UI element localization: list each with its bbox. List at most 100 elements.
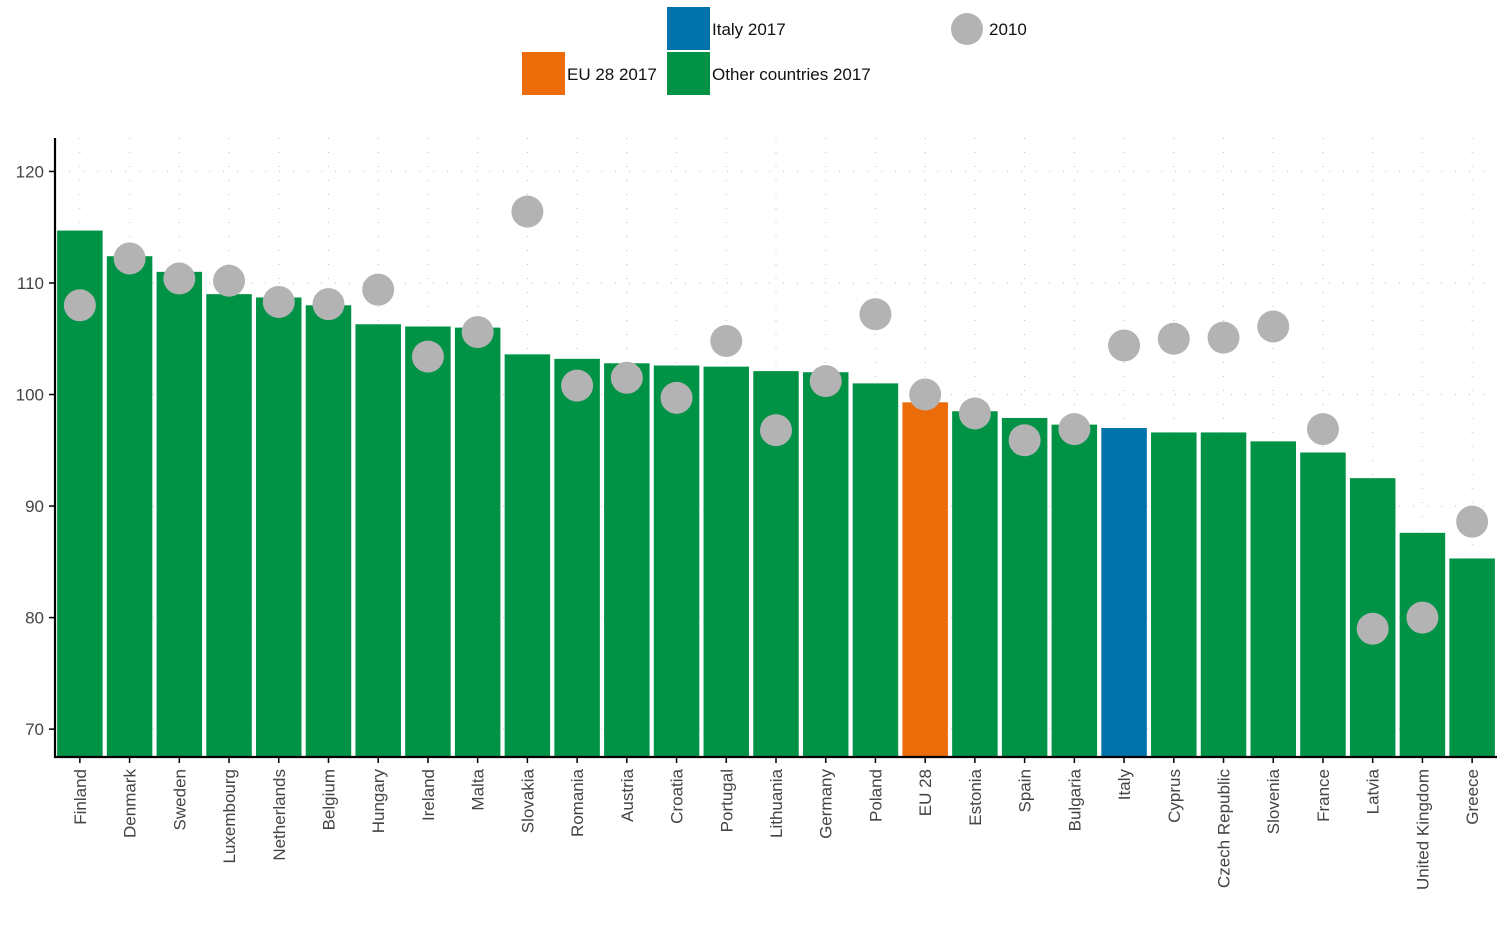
- bar-2017: [405, 326, 451, 757]
- bar-2017: [1250, 441, 1296, 757]
- bar-2017: [1200, 432, 1247, 757]
- category-label: Belgium: [319, 769, 338, 830]
- bar-2017: [1449, 558, 1495, 757]
- point-2010: [1306, 413, 1339, 446]
- point-2010: [561, 369, 594, 402]
- bar-2017: [1300, 452, 1346, 757]
- category-label: Spain: [1016, 769, 1035, 812]
- point-2010: [909, 378, 942, 411]
- category-label: Greece: [1463, 769, 1482, 825]
- category-label: Austria: [618, 768, 637, 821]
- point-2010: [1257, 310, 1290, 343]
- y-tick-labels: 70 80 90 100 110 120: [16, 162, 44, 739]
- category-label: Romania: [568, 768, 587, 837]
- category-label: Luxembourg: [220, 769, 239, 864]
- category-label: Hungary: [369, 769, 388, 834]
- point-2010: [362, 273, 395, 306]
- bar-2017: [653, 365, 700, 757]
- category-label: Slovakia: [518, 768, 537, 833]
- category-label: United Kingdom: [1413, 769, 1432, 890]
- axes-layer: [49, 138, 1497, 763]
- category-label: Slovenia: [1264, 768, 1283, 834]
- point-2010: [213, 264, 246, 297]
- bar-2017: [604, 363, 650, 757]
- bar-2017: [355, 324, 401, 757]
- y-tick-label: 120: [16, 162, 44, 181]
- bars-layer: [57, 230, 1495, 757]
- point-2010: [411, 340, 444, 373]
- bar-2017: [852, 383, 899, 757]
- category-label: Lithuania: [767, 768, 786, 838]
- x-tick-labels: Finland Denmark Sweden Luxembourg Netherland…: [71, 768, 1482, 890]
- point-2010: [262, 285, 295, 318]
- bar-2017: [206, 294, 252, 757]
- category-label: Croatia: [668, 768, 687, 823]
- category-label: Poland: [866, 769, 885, 822]
- category-label: Latvia: [1364, 768, 1383, 814]
- bar-2017: [106, 256, 153, 757]
- point-2010: [610, 361, 643, 394]
- point-2010: [1058, 413, 1091, 446]
- y-tick-label: 70: [25, 720, 44, 739]
- category-label: Finland: [71, 769, 90, 825]
- y-tick-label: 90: [25, 497, 44, 516]
- point-2010: [163, 262, 196, 295]
- bar-2017: [156, 271, 203, 757]
- dots-layer: [63, 195, 1489, 645]
- category-label: Cyprus: [1165, 769, 1184, 823]
- category-label: Portugal: [717, 769, 736, 832]
- category-label: Sweden: [170, 769, 189, 830]
- point-2010: [1356, 612, 1389, 645]
- bar-2017: [554, 358, 600, 757]
- bar-2017: [1101, 427, 1147, 757]
- bar-2017: [305, 305, 352, 757]
- category-label: Italy: [1115, 769, 1134, 801]
- point-2010: [760, 414, 792, 447]
- bar-2017: [454, 327, 501, 757]
- point-2010: [461, 316, 494, 349]
- point-2010: [660, 381, 693, 414]
- point-2010: [1207, 321, 1240, 354]
- bar-2017: [1051, 424, 1098, 757]
- category-label: Estonia: [966, 768, 985, 825]
- category-label: Ireland: [419, 769, 438, 821]
- category-label: France: [1314, 769, 1333, 822]
- category-label: Denmark: [121, 769, 140, 838]
- category-label: Germany: [817, 769, 836, 839]
- legend: Italy 2017 2010 EU 28 2017 Other countries …: [522, 7, 1027, 95]
- legend-key-eu: [522, 52, 565, 95]
- point-2010: [1157, 322, 1190, 355]
- point-2010: [958, 397, 991, 430]
- point-2010: [1108, 329, 1141, 362]
- point-2010: [809, 365, 842, 398]
- point-2010: [1456, 505, 1489, 538]
- legend-key-italy: [667, 7, 710, 50]
- point-2010: [312, 288, 345, 321]
- legend-label: Other countries 2017: [712, 65, 871, 84]
- legend-key-other: [667, 52, 710, 95]
- category-label: Netherlands: [270, 769, 289, 861]
- bar-2017: [1399, 532, 1446, 757]
- point-2010: [1008, 424, 1041, 457]
- bar-2017: [703, 366, 750, 757]
- category-label: Czech Republic: [1215, 769, 1234, 889]
- bar-2017: [802, 372, 849, 757]
- bar-2017: [1001, 417, 1048, 757]
- point-2010: [1406, 601, 1439, 634]
- legend-label: EU 28 2017: [567, 65, 657, 84]
- legend-label: Italy 2017: [712, 20, 786, 39]
- legend-key-2010: [951, 13, 983, 45]
- legend-label: 2010: [989, 20, 1027, 39]
- category-label: Bulgaria: [1065, 768, 1084, 831]
- point-2010: [710, 324, 743, 357]
- bar-2017: [504, 354, 551, 757]
- point-2010: [511, 195, 544, 228]
- bar-2017: [952, 411, 998, 757]
- y-tick-label: 110: [17, 274, 44, 293]
- bar-2017: [1151, 432, 1197, 757]
- point-2010: [113, 242, 146, 275]
- bar-2017: [256, 297, 302, 757]
- point-2010: [63, 289, 96, 322]
- point-2010: [859, 298, 892, 331]
